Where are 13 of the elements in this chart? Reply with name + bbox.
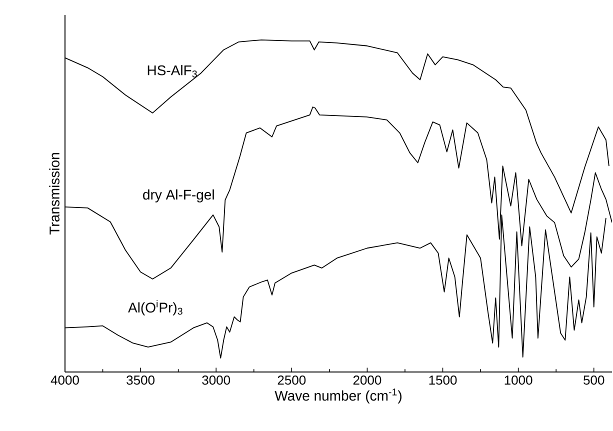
x-tick-label: 500 — [584, 376, 604, 385]
y-axis-title: Transmission — [49, 153, 60, 235]
x-tick-label: 1500 — [429, 376, 457, 385]
x-tick-label: 2000 — [353, 376, 382, 385]
series-label: HS-AlF$_{3}$ — [148, 65, 197, 78]
x-tick-label: 3500 — [126, 376, 154, 385]
x-tick-label: 4000 — [50, 376, 79, 385]
x-tick-label: 3000 — [202, 376, 230, 385]
series-label: dry Al-F-gel — [143, 189, 214, 202]
x-axis-title: Wave number (cm$^{-1}$) — [274, 388, 402, 404]
x-tick-label: 1000 — [504, 376, 532, 385]
x-tick-label: 2500 — [278, 376, 306, 385]
series-label: Al(O$^{i}$Pr)$_{3}$ — [128, 300, 182, 316]
